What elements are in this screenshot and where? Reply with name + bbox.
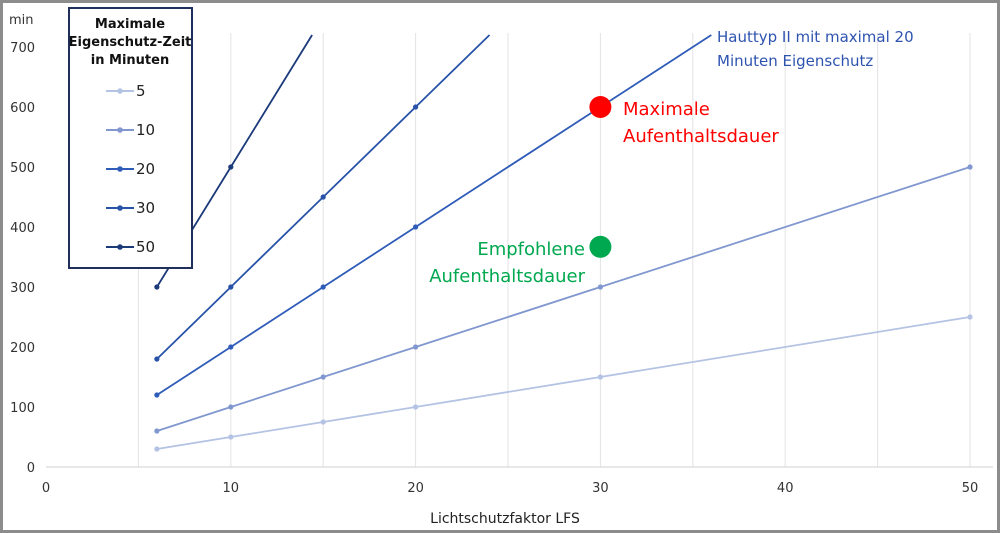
data-point-20-15: [320, 284, 326, 290]
data-point-30-20: [413, 104, 419, 110]
data-point-10-15: [320, 374, 326, 380]
axes: 0 10 20 30 40 500100200300400500600700minLich…: [9, 13, 993, 527]
y-tick-label-700: 700: [10, 41, 35, 56]
series-10: [154, 164, 973, 434]
data-point-30-6: [154, 356, 160, 362]
data-point-5-30: [597, 374, 604, 380]
data-point-20-6: [154, 392, 160, 398]
data-point-10-30: [597, 284, 604, 290]
data-point-5-20: [413, 404, 419, 410]
hauttyp-label-line-2: Minuten Eigenschutz: [717, 52, 873, 70]
data-point-5-50: [967, 314, 973, 320]
empfohlene-marker: [589, 235, 612, 258]
x-axis-title: Lichtschutzfaktor LFS: [430, 511, 580, 527]
legend-box: [68, 7, 193, 269]
empfohlene-label-line-2: Aufenthaltsdauer: [429, 266, 585, 287]
data-point-20-10: [228, 344, 234, 350]
x-tick-label-50: 50: [962, 481, 979, 496]
empfohlene-label-line-1: Empfohlene: [477, 239, 585, 260]
x-tick-label-20: 20: [407, 481, 424, 496]
y-tick-label-400: 400: [10, 221, 35, 236]
line-chart: 0 10 20 30 40 500100200300400500600700minLich…: [9, 7, 993, 527]
data-point-5-15: [320, 419, 326, 425]
data-point-50-10: [228, 164, 234, 170]
legend: Maximale Eigenschutz-Zeit in Minuten 5 10 20 3…: [68, 7, 193, 269]
series-lines: [154, 34, 973, 452]
y-tick-label-300: 300: [10, 281, 35, 296]
legend-label-5: 5: [136, 82, 146, 100]
data-point-5-6: [154, 446, 160, 452]
legend-swatch-dot-10: [117, 127, 123, 133]
series-line-5: [156, 316, 971, 450]
y-tick-label-200: 200: [10, 341, 35, 356]
maximale-marker: [589, 96, 612, 118]
annotations: Maximale Aufenthaltsdauer Empfohlene Aufent…: [429, 28, 913, 287]
data-point-50-6: [154, 284, 160, 290]
legend-swatch-dot-20: [117, 166, 123, 172]
data-point-20-20: [413, 224, 419, 230]
maximale-label-line-1: Maximale: [623, 99, 710, 120]
legend-title-line-2: Eigenschutz-Zeit: [69, 35, 192, 50]
series-5: [154, 314, 973, 452]
y-axis-title: min: [9, 13, 34, 28]
series-line-20: [156, 34, 712, 396]
legend-label-50: 50: [136, 238, 155, 256]
legend-label-30: 30: [136, 199, 155, 217]
y-tick-label-100: 100: [10, 401, 35, 416]
x-tick-label-40: 40: [777, 481, 794, 496]
data-point-30-10: [228, 284, 234, 290]
data-point-10-20: [413, 344, 419, 350]
x-tick-label-10: 10: [223, 481, 240, 496]
x-tick-label-30: 30: [592, 481, 609, 496]
legend-swatch-dot-5: [117, 88, 123, 94]
maximale-label-line-2: Aufenthaltsdauer: [623, 126, 779, 147]
data-point-5-10: [228, 434, 234, 440]
x-tick-label-0: 0: [42, 481, 50, 496]
y-tick-label-500: 500: [10, 161, 35, 176]
data-point-30-15: [320, 194, 326, 200]
data-point-10-6: [154, 428, 160, 434]
data-point-10-10: [228, 404, 234, 410]
series-line-10: [156, 166, 971, 432]
legend-title-line-3: in Minuten: [91, 53, 169, 68]
y-tick-label-0: 0: [27, 461, 35, 476]
legend-label-10: 10: [136, 121, 155, 139]
legend-label-20: 20: [136, 160, 155, 178]
series-30: [154, 34, 491, 362]
data-point-10-50: [967, 164, 973, 170]
legend-swatch-dot-30: [117, 205, 123, 211]
legend-title-line-1: Maximale: [95, 17, 165, 32]
legend-swatch-dot-50: [117, 244, 123, 250]
y-tick-label-600: 600: [10, 101, 35, 116]
hauttyp-label-line-1: Hauttyp II mit maximal 20: [717, 28, 914, 46]
